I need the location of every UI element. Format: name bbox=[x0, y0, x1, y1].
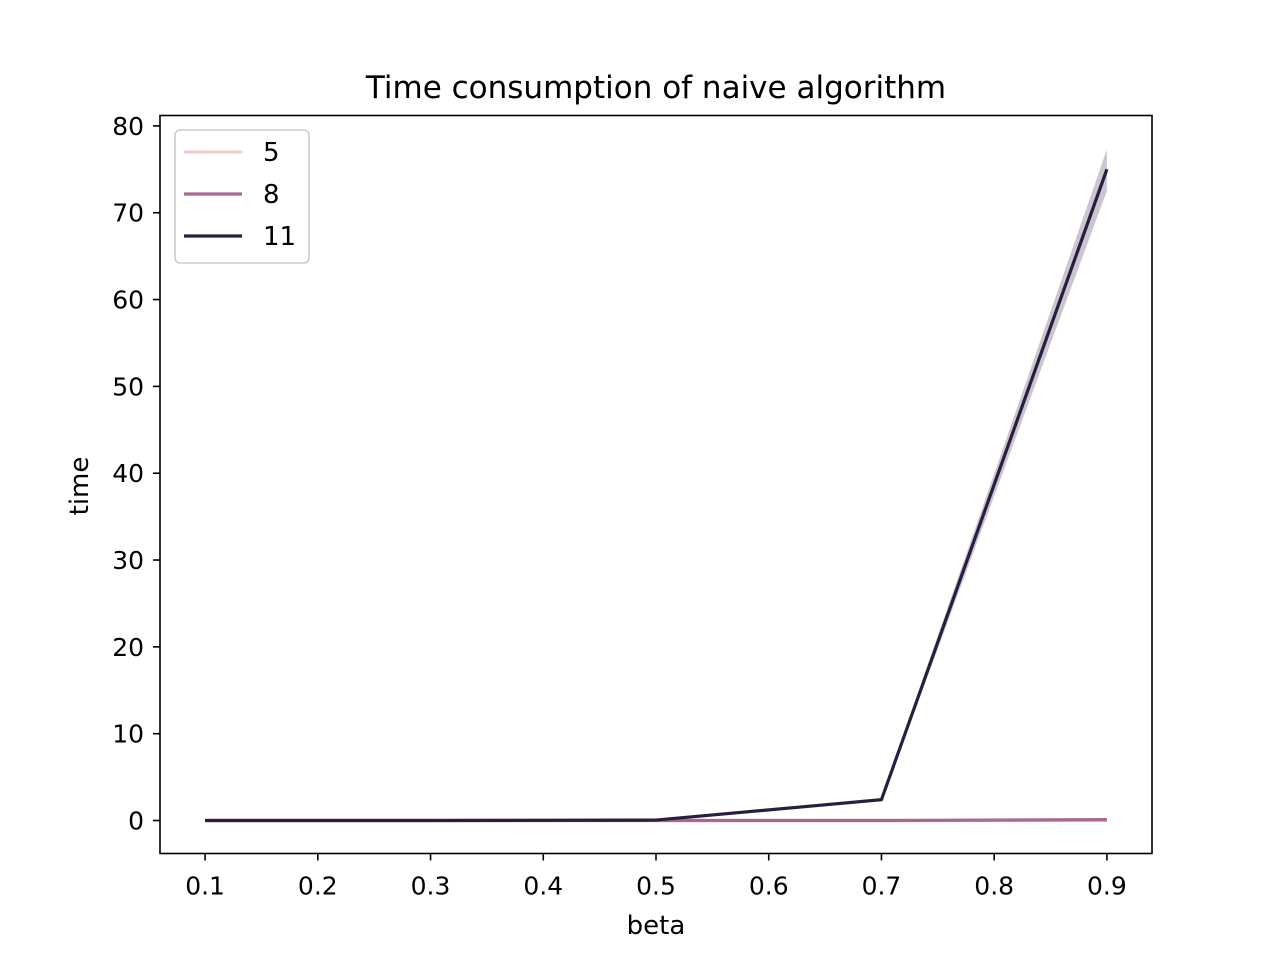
x-tick-label: 0.8 bbox=[974, 872, 1014, 901]
legend: 5 8 11 bbox=[174, 129, 310, 264]
x-tick-label: 0.6 bbox=[749, 872, 789, 901]
y-tick-label: 0 bbox=[128, 807, 144, 836]
y-tick-label: 40 bbox=[112, 459, 144, 488]
series-11-line bbox=[205, 168, 1109, 823]
legend-label-11: 11 bbox=[263, 222, 296, 252]
x-tick-label: 0.3 bbox=[411, 872, 451, 901]
y-tick-label: 20 bbox=[112, 633, 144, 662]
y-tick-label: 60 bbox=[112, 286, 144, 315]
y-tick-label: 70 bbox=[112, 199, 144, 228]
y-tick-label: 10 bbox=[112, 720, 144, 749]
legend-label-8: 8 bbox=[263, 180, 280, 210]
y-tick-label: 80 bbox=[112, 112, 144, 141]
x-tick-label: 0.4 bbox=[523, 872, 563, 901]
plot-area bbox=[205, 149, 1109, 823]
x-axis-label: beta bbox=[627, 911, 686, 941]
legend-box bbox=[174, 129, 310, 264]
x-tick-label: 0.2 bbox=[298, 872, 338, 901]
x-tick-label: 0.5 bbox=[636, 872, 676, 901]
x-tick-label: 0.9 bbox=[1087, 872, 1127, 901]
y-axis: 0 10 20 30 40 50 60 70 80 bbox=[112, 112, 160, 836]
x-tick-label: 0.1 bbox=[185, 872, 225, 901]
legend-label-5: 5 bbox=[263, 138, 280, 168]
series-11-confidence-band bbox=[205, 149, 1107, 821]
chart-title: Time consumption of naive algorithm bbox=[365, 70, 946, 106]
x-axis: 0.1 0.2 0.3 0.4 0.5 0.6 0.7 0.8 0.9 bbox=[185, 853, 1127, 901]
y-axis-label: time bbox=[65, 457, 95, 516]
x-tick-label: 0.7 bbox=[862, 872, 902, 901]
y-tick-label: 50 bbox=[112, 372, 144, 401]
y-tick-label: 30 bbox=[112, 546, 144, 575]
